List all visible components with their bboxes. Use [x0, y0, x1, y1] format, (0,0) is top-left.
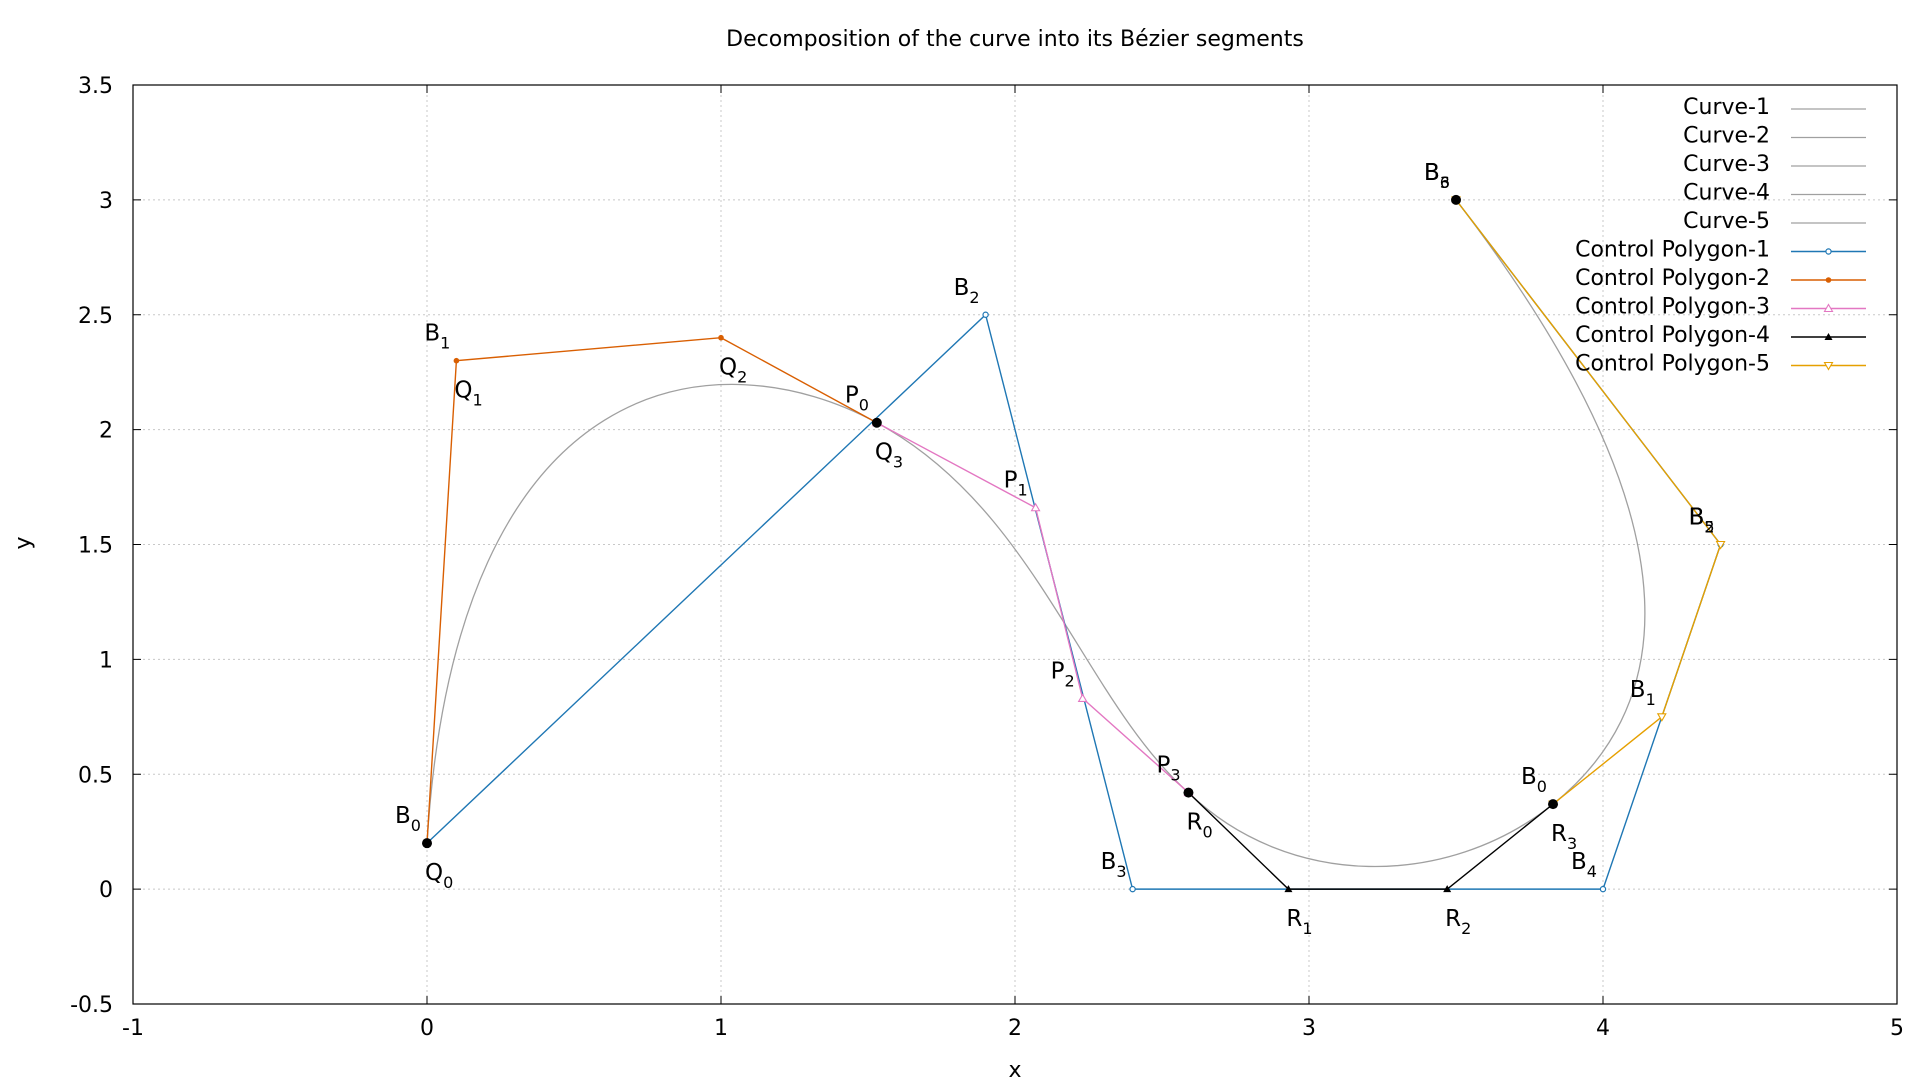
junction-point [1183, 787, 1194, 798]
legend-entry-5: Curve-5 [1683, 209, 1866, 234]
curve-curve-1 [426, 383, 878, 844]
legend-label: Curve-4 [1683, 181, 1770, 206]
curve-curve-3 [1188, 792, 1554, 868]
y-tick-label: 2.5 [78, 304, 113, 329]
y-tick-label: 1 [99, 648, 113, 673]
point-label: B2 [1689, 505, 1715, 537]
point-label: B1 [1630, 677, 1656, 709]
control-point-marker [1715, 540, 1726, 550]
control-point-marker [1030, 502, 1041, 512]
legend-entry-1: Curve-1 [1683, 95, 1866, 120]
legend-entry-8: Control Polygon-3 [1575, 295, 1866, 320]
legend-swatch-marker [1824, 333, 1833, 340]
control-point-marker [982, 311, 989, 318]
curve-curve-4 [1455, 199, 1646, 805]
legend-label: Control Polygon-2 [1575, 266, 1770, 291]
x-axis-title: x [1008, 1058, 1021, 1080]
x-tick-label: 5 [1890, 1016, 1904, 1041]
control-point-marker [1599, 885, 1607, 893]
y-tick-label: 3.5 [78, 74, 113, 99]
point-label: R2 [1445, 906, 1471, 938]
junction-point [1451, 194, 1461, 205]
x-tick-label: 3 [1302, 1016, 1316, 1041]
point-label: P1 [1004, 468, 1028, 500]
legend-label: Curve-2 [1683, 124, 1770, 149]
point-label: B3 [1424, 160, 1450, 192]
y-tick-label: -0.5 [70, 993, 113, 1018]
legend-swatch-marker [1823, 303, 1834, 313]
control-polygon-line [1187, 792, 1554, 890]
y-tick-label: 2 [99, 419, 113, 444]
x-tick-label: 2 [1008, 1016, 1022, 1041]
control-polygon-line [1455, 199, 1722, 805]
point-label: Q1 [454, 378, 482, 410]
legend-label: Curve-1 [1683, 95, 1770, 120]
curves [426, 199, 1646, 868]
point-label: B6 [1424, 160, 1450, 192]
legend-swatch-marker [1825, 248, 1832, 255]
legend-entry-4: Curve-4 [1683, 181, 1866, 206]
point-label: Q2 [719, 355, 747, 387]
chart-title: Decomposition of the curve into its Bézi… [726, 27, 1304, 52]
point-label: B0 [1521, 764, 1547, 796]
control-point-marker [1284, 885, 1293, 893]
x-tick-label: 0 [420, 1016, 434, 1041]
legend-entry-7: Control Polygon-2 [1575, 266, 1866, 291]
point-label: P2 [1051, 658, 1075, 690]
legend-label: Curve-5 [1683, 209, 1770, 234]
point-label: P0 [845, 383, 869, 415]
point-label: B3 [1101, 849, 1127, 881]
point-label: Q0 [425, 860, 453, 892]
point-label: R1 [1286, 906, 1312, 938]
point-label: B5 [1689, 505, 1715, 537]
control-point-marker [1656, 713, 1667, 722]
point-label: B1 [424, 321, 450, 353]
junction-point [422, 838, 432, 849]
curve-curve-2 [876, 422, 1189, 794]
control-point-marker [1443, 885, 1452, 893]
legend-label: Control Polygon-5 [1575, 352, 1770, 377]
point-label: B2 [954, 275, 980, 307]
point-label: R3 [1551, 821, 1577, 853]
legend-label: Control Polygon-4 [1575, 323, 1770, 348]
x-tick-label: 1 [714, 1016, 728, 1041]
control-point-marker [453, 357, 460, 364]
legend-label: Control Polygon-3 [1575, 295, 1770, 320]
junction-point [871, 417, 882, 428]
x-tick-label: -1 [122, 1016, 144, 1041]
legend-entry-3: Curve-3 [1683, 152, 1866, 177]
y-axis-title: y [11, 536, 36, 549]
y-tick-label: 0 [99, 878, 113, 903]
legend-entry-2: Curve-2 [1683, 124, 1866, 149]
control-polygon-line [426, 337, 878, 844]
x-tick-label: 4 [1596, 1016, 1610, 1041]
legend-swatch-marker [1823, 361, 1834, 371]
point-label: B4 [1571, 849, 1597, 881]
junction-points [422, 194, 1559, 849]
control-point-marker [718, 334, 724, 341]
legend-entry-9: Control Polygon-4 [1575, 323, 1866, 348]
point-label: B0 [395, 803, 421, 835]
point-label: R0 [1186, 810, 1212, 842]
junction-point [1548, 799, 1559, 810]
axis-ticks: -1 0 1 2 3 4 5 -0.5 0 0.5 1 1.5 2 2.5 3 3.5 [70, 74, 1904, 1041]
legend-entry-6: Control Polygon-1 [1575, 238, 1866, 263]
point-label: Q3 [875, 440, 903, 472]
point-label: P3 [1156, 753, 1180, 785]
y-tick-label: 0.5 [78, 763, 113, 788]
y-tick-label: 1.5 [78, 534, 113, 559]
control-point-marker [1077, 693, 1088, 702]
control-point-marker [1129, 885, 1136, 893]
y-tick-label: 3 [99, 189, 113, 214]
legend-label: Control Polygon-1 [1575, 238, 1770, 263]
legend-entry-10: Control Polygon-5 [1575, 352, 1866, 377]
legend: Curve-1 Curve-2 Curve-3 Curve-4 Curve-5 Contr… [1575, 95, 1866, 377]
control-polygon-line [876, 422, 1189, 794]
legend-swatch-marker [1825, 277, 1832, 283]
legend-label: Curve-3 [1683, 152, 1770, 177]
